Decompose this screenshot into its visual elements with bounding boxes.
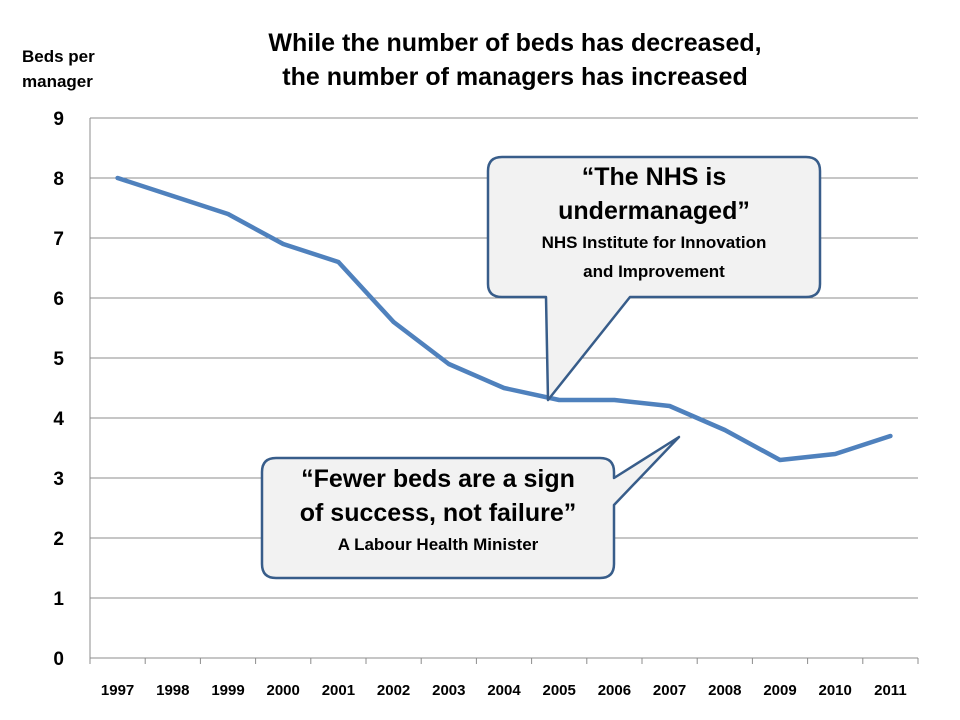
y-tick-label: 5: [53, 349, 64, 370]
y-tick-label: 6: [53, 289, 64, 310]
callout-undermanaged-attribution-line-1: NHS Institute for Innovation: [541, 233, 767, 252]
y-tick-label: 4: [53, 409, 64, 430]
callout-bubble-fewer-beds: [260, 435, 681, 580]
callout-fewer-beds-quote-line-2: of success, not failure”: [299, 499, 577, 527]
x-tick-label-2010: 2010: [819, 682, 852, 699]
callout-undermanaged-quote-line-2: undermanaged”: [558, 197, 750, 225]
x-tick-label-1998: 1998: [156, 682, 189, 699]
data-point-2009: [778, 458, 782, 462]
y-tick-labels: 0 1 2 3 4 5 6 7 8 9: [53, 109, 64, 670]
data-point-2001: [336, 260, 341, 264]
chart-title-line-1: While the number of beds has decreased,: [268, 29, 762, 57]
y-tick-label: 1: [53, 589, 64, 610]
data-point-1997: [115, 176, 120, 180]
series-group: [115, 175, 893, 463]
x-tick-label-2011: 2011: [874, 682, 907, 699]
callout-undermanaged-quote-line-1: “The NHS is: [581, 163, 727, 191]
data-point-2005: [557, 398, 562, 402]
data-point-2008: [722, 428, 727, 432]
x-tick-label-2002: 2002: [377, 682, 410, 699]
y-tick-label: 9: [53, 109, 64, 130]
callout-undermanaged-attribution-line-2: and Improvement: [583, 262, 725, 281]
x-tick-label-2008: 2008: [708, 682, 741, 699]
axes: [89, 118, 919, 664]
data-point-2010: [833, 452, 838, 456]
y-tick-label: 7: [53, 229, 64, 250]
x-tick-label-2005: 2005: [543, 682, 576, 699]
data-point-1999: [226, 212, 230, 216]
y-axis-label-line-2: manager: [22, 72, 93, 91]
data-point-2006: [612, 398, 617, 402]
callout-undermanaged: “The NHS is undermanaged” NHS Institute …: [488, 160, 820, 286]
x-tick-label-2001: 2001: [322, 682, 355, 699]
x-tick-label-2004: 2004: [487, 682, 521, 699]
x-tick-label-2000: 2000: [267, 682, 300, 699]
x-tick-label-2007: 2007: [653, 682, 686, 699]
x-tick-label-2003: 2003: [432, 682, 465, 699]
x-tick-label-2006: 2006: [598, 682, 631, 699]
data-point-2002: [391, 320, 396, 324]
data-point-2007: [667, 404, 672, 408]
y-axis-label-line-1: Beds per: [22, 47, 95, 66]
data-point-2003: [446, 362, 451, 366]
callout-bubble-undermanaged: [486, 155, 822, 402]
x-tick-labels: 1997 1998 1999 2000 2001 2002 2003 2004 2005 2006…: [101, 682, 907, 699]
data-point-2004: [502, 386, 506, 390]
y-tick-label: 0: [53, 649, 64, 670]
y-tick-label: 3: [53, 469, 64, 490]
chart-title-line-2: the number of managers has increased: [282, 63, 748, 91]
x-tick-label-2009: 2009: [763, 682, 796, 699]
x-tick-label-1999: 1999: [211, 682, 244, 699]
callout-fewer-beds: “Fewer beds are a sign of success, not f…: [262, 462, 614, 559]
y-tick-label: 8: [53, 169, 64, 190]
data-point-2000: [281, 242, 286, 246]
chart-title: While the number of beds has decreased, …: [190, 26, 840, 94]
callout-fewer-beds-quote-line-1: “Fewer beds are a sign: [301, 465, 575, 493]
y-axis-label: Beds per manager: [22, 44, 95, 94]
callout-fewer-beds-attribution-line-1: A Labour Health Minister: [337, 535, 539, 554]
data-point-1998: [170, 194, 175, 198]
y-tick-label: 2: [53, 529, 64, 550]
x-tick-label-1997: 1997: [101, 682, 134, 699]
data-point-2011: [888, 434, 893, 438]
